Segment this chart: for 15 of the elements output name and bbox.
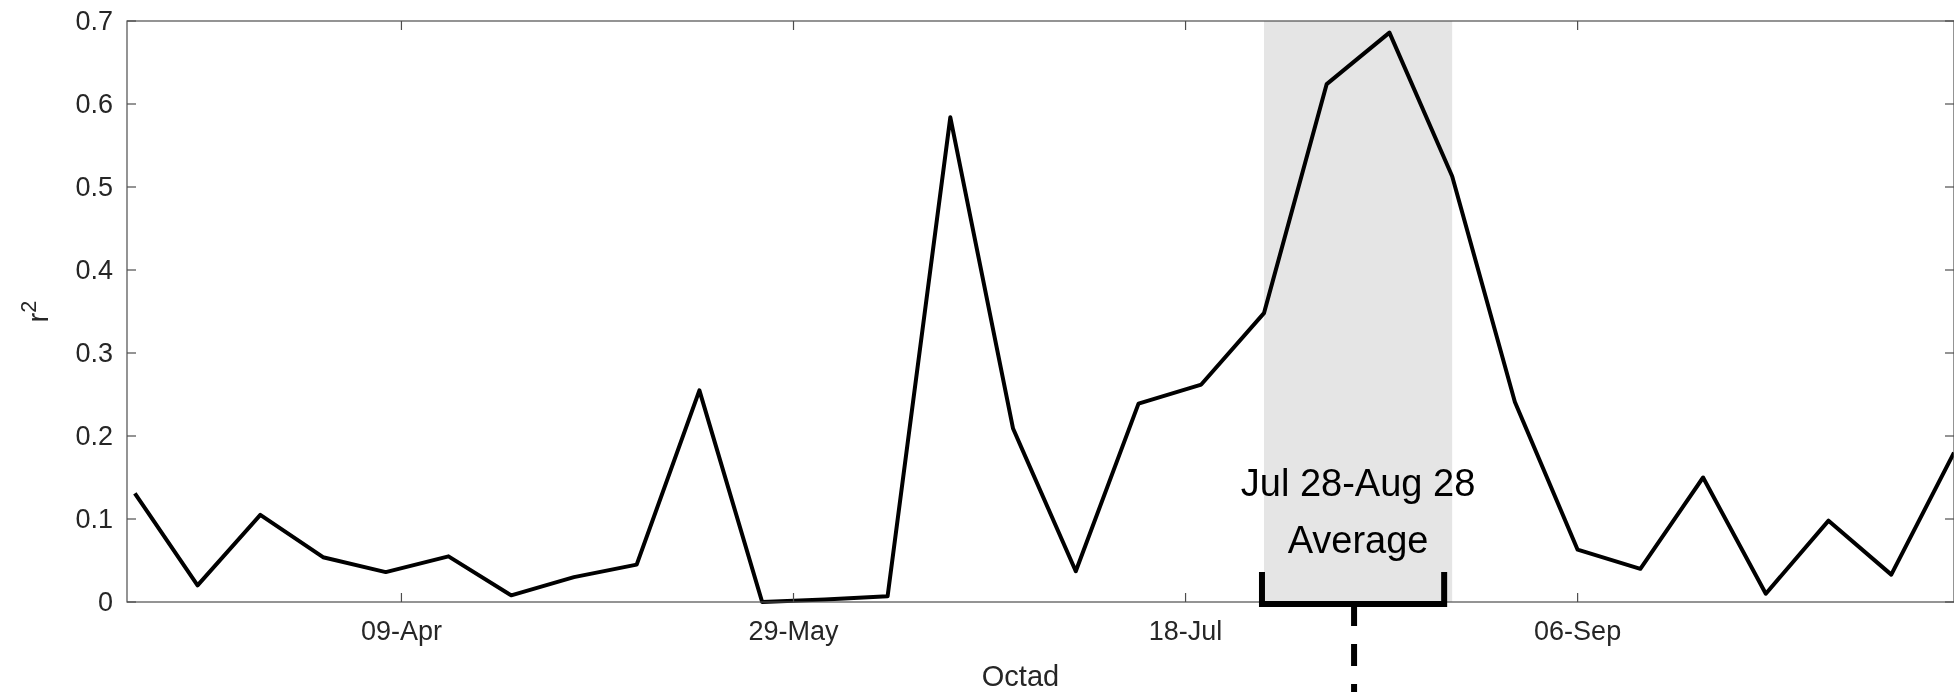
line-series xyxy=(132,30,1954,604)
x-tick-label: 29-May xyxy=(748,616,840,646)
x-tick-label: 18-Jul xyxy=(1148,616,1223,646)
y-tick-label: 0.6 xyxy=(75,89,113,120)
y-tick-label: 0.1 xyxy=(75,504,113,535)
y-tick-label: 0 xyxy=(97,587,113,618)
x-tick-label: 09-Apr xyxy=(360,616,442,646)
x-axis-title: Octad xyxy=(981,660,1060,692)
y-tick-label: 0.7 xyxy=(75,6,113,37)
y-tick-label: 0.2 xyxy=(75,421,113,452)
y-tick-label: 0.5 xyxy=(75,172,113,203)
y-tick-label: 0.3 xyxy=(75,338,113,369)
y-tick-label: 0.4 xyxy=(75,255,113,286)
annotation: Jul 28-Aug 28 Average xyxy=(1240,462,1476,561)
x-tick-label: 06-Sep xyxy=(1534,616,1622,646)
